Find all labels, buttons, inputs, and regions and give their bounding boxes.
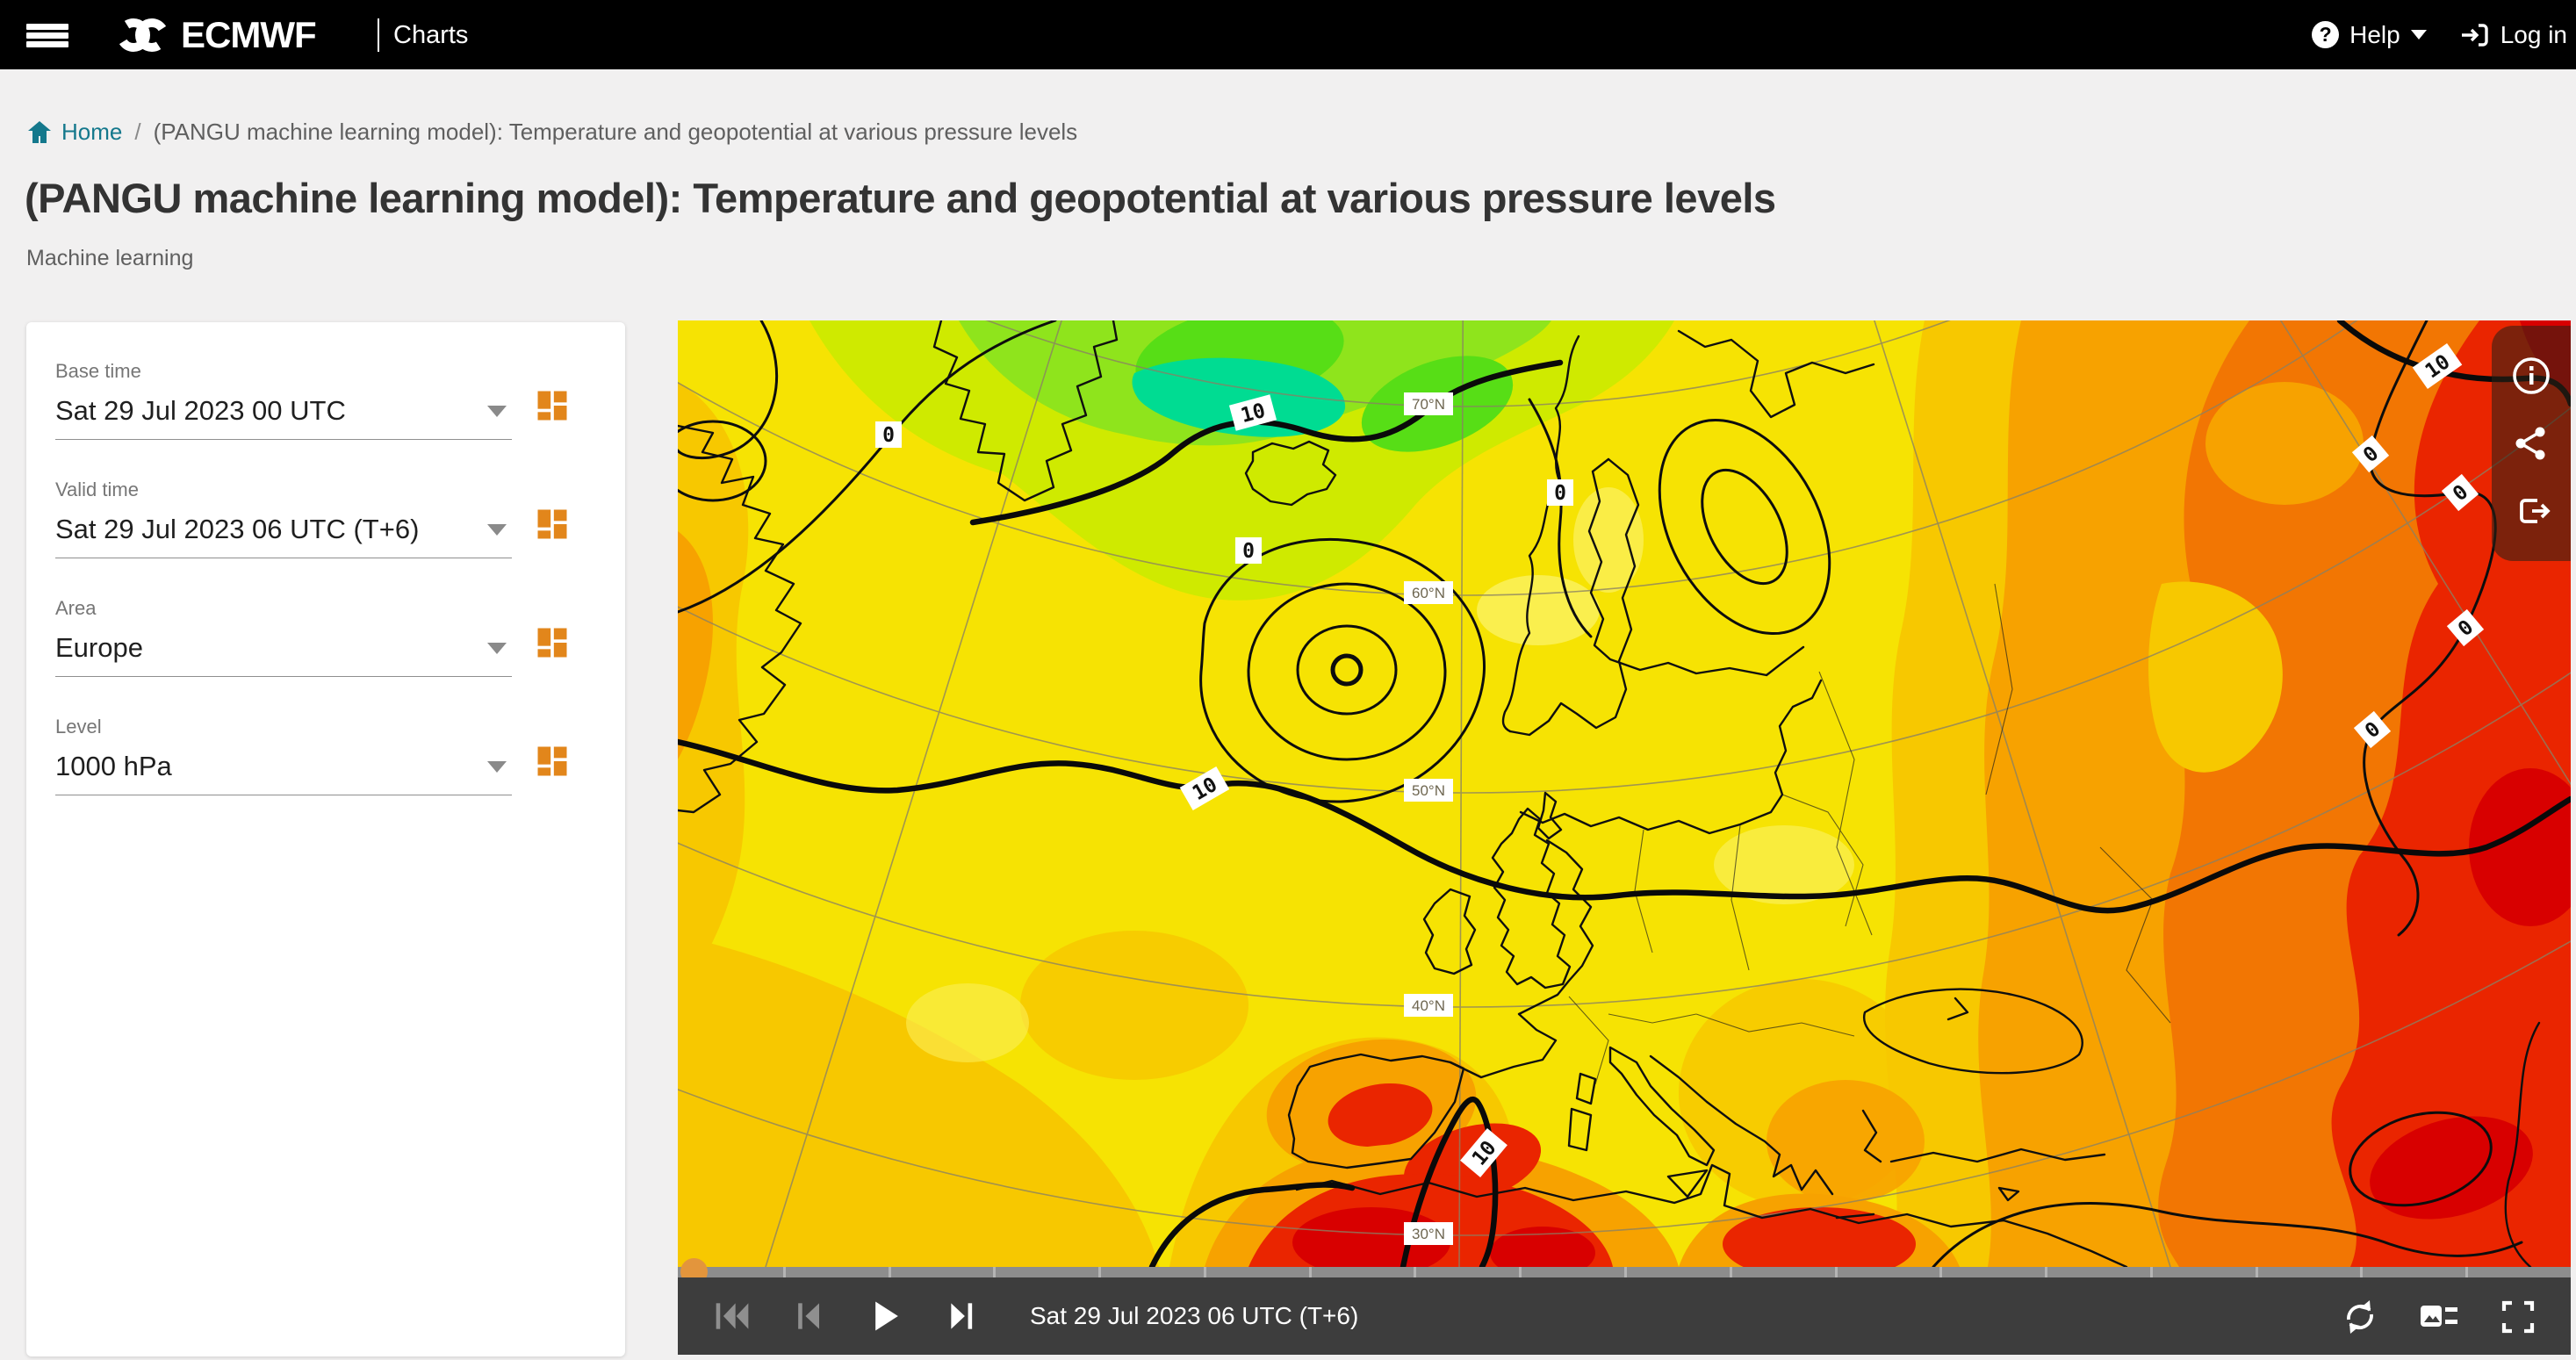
player-controls: Sat 29 Jul 2023 06 UTC (T+6) <box>678 1277 2571 1355</box>
valid-time-select[interactable]: Sat 29 Jul 2023 06 UTC (T+6) <box>55 514 512 558</box>
base-time-label: Base time <box>55 360 141 382</box>
page-subtitle: Machine learning <box>26 246 194 270</box>
app-title: Charts <box>393 21 469 49</box>
breadcrumb-home-link[interactable]: Home <box>26 119 122 146</box>
login-icon <box>2461 23 2488 47</box>
svg-text:0: 0 <box>1554 482 1566 505</box>
area-label: Area <box>55 597 97 619</box>
weather-map[interactable]: 10 10 10 10 0 0 0 0 0 0 0 70°N 60°N 50°N… <box>678 320 2571 1267</box>
slider-tick <box>888 1267 891 1277</box>
svg-text:50°N: 50°N <box>1412 782 1445 799</box>
base-time-select[interactable]: Sat 29 Jul 2023 00 UTC <box>55 395 512 440</box>
slider-tick <box>2149 1267 2153 1277</box>
area-field: Area Europe <box>55 597 593 677</box>
slider-tick <box>1519 1267 1522 1277</box>
valid-time-label: Valid time <box>55 479 139 500</box>
login-label: Log in <box>2500 20 2567 48</box>
svg-text:0: 0 <box>1242 540 1255 563</box>
chevron-down-icon <box>487 405 507 417</box>
export-button[interactable] <box>2511 491 2551 531</box>
previous-frame-button[interactable] <box>790 1297 829 1335</box>
level-label: Level <box>55 716 102 738</box>
page-title: (PANGU machine learning model): Temperat… <box>25 175 1776 221</box>
breadcrumb-current: (PANGU machine learning model): Temperat… <box>153 119 1078 145</box>
brand-name: ECMWF <box>181 14 317 55</box>
help-label: Help <box>2349 20 2400 48</box>
ecmwf-logo[interactable]: ECMWF <box>114 12 317 58</box>
breadcrumb: Home / (PANGU machine learning model): T… <box>26 119 1077 146</box>
chart-controls-panel: Base time Sat 29 Jul 2023 00 UTC Valid t… <box>26 322 625 1356</box>
base-time-value: Sat 29 Jul 2023 00 UTC <box>55 395 346 426</box>
grid-picker-button[interactable] <box>533 742 572 781</box>
slider-tick <box>993 1267 997 1277</box>
info-button[interactable] <box>2511 356 2551 396</box>
slider-tick <box>1203 1267 1206 1277</box>
grid-picker-button[interactable] <box>533 623 572 662</box>
first-frame-button[interactable] <box>713 1297 752 1335</box>
home-icon <box>28 120 51 143</box>
svg-text:40°N: 40°N <box>1412 997 1445 1014</box>
fullscreen-button[interactable] <box>2498 1297 2538 1337</box>
area-value: Europe <box>55 632 143 663</box>
help-menu[interactable]: ? Help <box>2312 21 2427 49</box>
level-field: Level 1000 hPa <box>55 716 593 795</box>
level-select[interactable]: 1000 hPa <box>55 751 512 795</box>
valid-time-value: Sat 29 Jul 2023 06 UTC (T+6) <box>55 514 420 544</box>
slider-tick <box>2360 1267 2364 1277</box>
chart-viewer: 10 10 10 10 0 0 0 0 0 0 0 70°N 60°N 50°N… <box>678 320 2571 1355</box>
slider-tick <box>2465 1267 2469 1277</box>
play-button[interactable] <box>867 1297 906 1335</box>
coastlines <box>678 320 2541 1267</box>
top-navbar: ECMWF Charts ? Help Log in <box>0 0 2576 69</box>
slider-tick <box>2255 1267 2258 1277</box>
grid-picker-button[interactable] <box>533 386 572 425</box>
next-frame-button[interactable] <box>945 1297 983 1335</box>
slider-tick <box>1834 1267 1838 1277</box>
ecmwf-logo-icon <box>117 18 169 52</box>
help-icon: ? <box>2312 21 2340 48</box>
breadcrumb-separator: / <box>134 119 141 145</box>
svg-text:60°N: 60°N <box>1412 585 1445 601</box>
map-toolbar <box>2492 326 2571 561</box>
chevron-down-icon <box>487 523 507 536</box>
slider-tick <box>1939 1267 1943 1277</box>
slider-tick <box>1414 1267 1417 1277</box>
loop-button[interactable] <box>2340 1297 2380 1337</box>
valid-time-field: Valid time Sat 29 Jul 2023 06 UTC (T+6) <box>55 479 593 558</box>
area-select[interactable]: Europe <box>55 632 512 677</box>
svg-text:30°N: 30°N <box>1412 1226 1445 1242</box>
chevron-down-icon <box>2410 30 2427 40</box>
login-button[interactable]: Log in <box>2460 21 2567 49</box>
image-list-button[interactable] <box>2419 1297 2459 1337</box>
slider-tick <box>1308 1267 1312 1277</box>
slider-tick <box>1729 1267 1732 1277</box>
slider-tick <box>1624 1267 1627 1277</box>
base-time-field: Base time Sat 29 Jul 2023 00 UTC <box>55 360 593 440</box>
time-slider[interactable] <box>678 1258 2571 1285</box>
slider-tick <box>782 1267 786 1277</box>
navbar-divider <box>378 18 379 52</box>
grid-picker-button[interactable] <box>533 505 572 543</box>
chevron-down-icon <box>487 642 507 654</box>
breadcrumb-home-label: Home <box>61 119 123 145</box>
svg-text:0: 0 <box>882 424 895 447</box>
menu-icon[interactable] <box>26 24 68 47</box>
current-frame-timestamp: Sat 29 Jul 2023 06 UTC (T+6) <box>1030 1302 1359 1329</box>
slider-tick <box>1098 1267 1102 1277</box>
slider-tick <box>2045 1267 2048 1277</box>
svg-text:70°N: 70°N <box>1412 396 1445 413</box>
chevron-down-icon <box>487 760 507 773</box>
level-value: 1000 hPa <box>55 751 172 781</box>
latitude-labels: 70°N 60°N 50°N 40°N 30°N <box>1404 392 1453 1245</box>
share-button[interactable] <box>2511 423 2551 464</box>
